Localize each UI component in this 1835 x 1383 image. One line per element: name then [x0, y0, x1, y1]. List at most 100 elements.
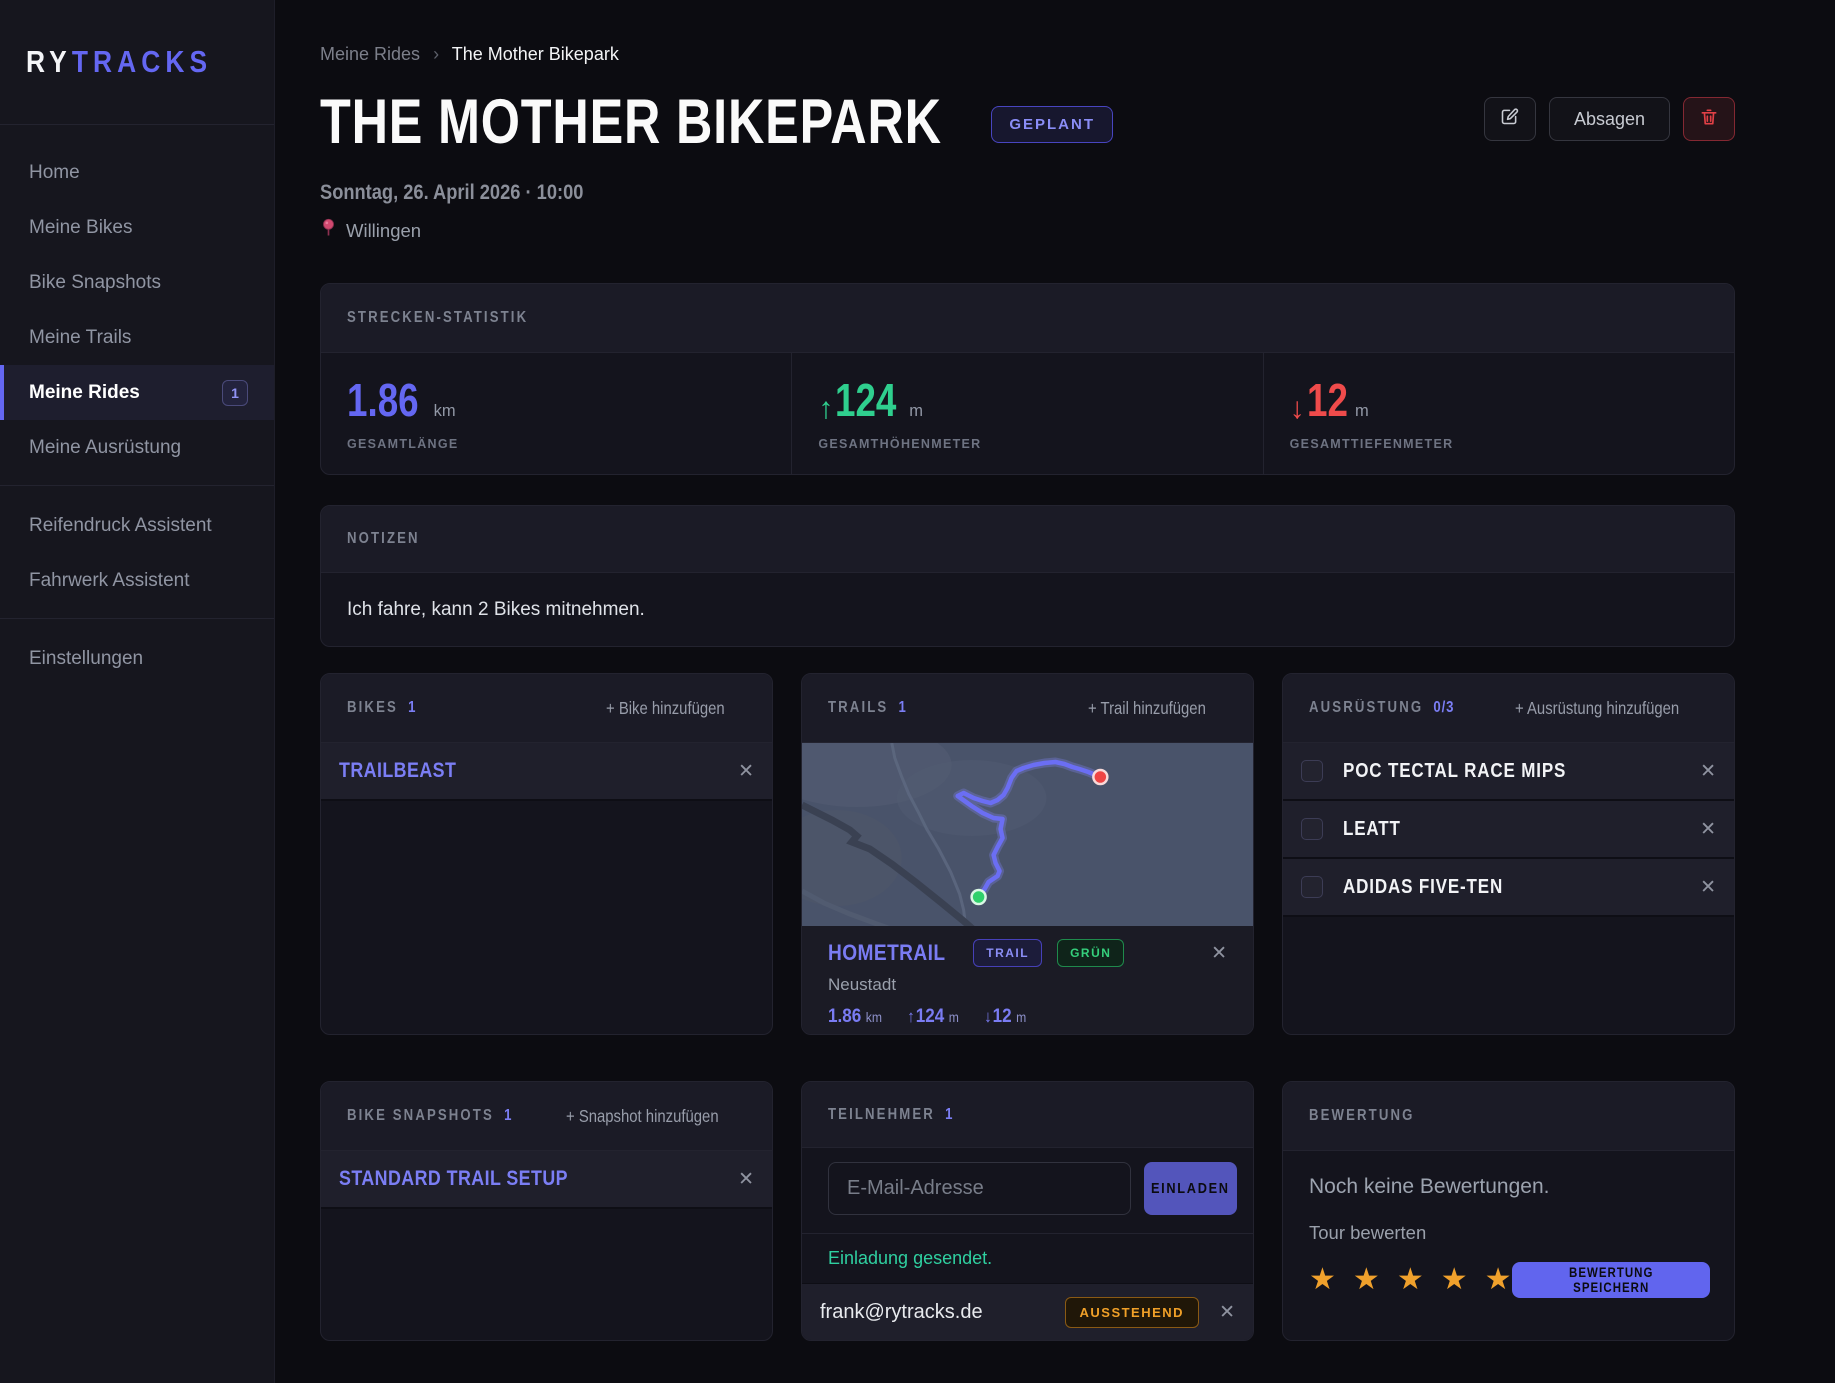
equipment-checkbox[interactable] — [1301, 876, 1323, 898]
edit-button[interactable] — [1483, 97, 1536, 141]
sidebar: RYTRACKS Home Meine Bikes Bike Snapshots… — [0, 0, 275, 1383]
bike-name: TRAILBEAST — [339, 759, 457, 782]
remove-bike-icon[interactable]: ✕ — [738, 760, 754, 782]
sidebar-item-meine-trails[interactable]: Meine Trails — [29, 326, 132, 348]
stats-title: STRECKEN-STATISTIK — [347, 309, 529, 326]
trail-difficulty-badge: GRÜN — [1057, 939, 1125, 967]
add-snapshot-button[interactable]: + Snapshot hinzufügen — [566, 1105, 720, 1126]
logo-prefix: RY — [26, 44, 72, 79]
star-icon[interactable]: ★ — [1309, 1263, 1336, 1296]
email-input[interactable] — [828, 1162, 1131, 1216]
equipment-card: AUSRÜSTUNG 0/3 + Ausrüstung hinzufügen P… — [1282, 673, 1735, 1035]
arrow-up-icon: ↑ — [818, 392, 834, 425]
app-logo[interactable]: RYTRACKS — [0, 0, 274, 125]
edit-icon — [1499, 106, 1520, 132]
notes-title: NOTIZEN — [347, 530, 420, 547]
trails-count: 1 — [898, 699, 907, 716]
invite-status-message: Einladung gesendet. — [802, 1233, 1253, 1283]
breadcrumb-current: The Mother Bikepark — [451, 44, 619, 64]
bikes-count: 1 — [408, 699, 417, 716]
add-equipment-button[interactable]: + Ausrüstung hinzufügen — [1514, 697, 1680, 718]
remove-trail-icon[interactable]: ✕ — [1211, 942, 1227, 964]
trail-stats: 1.86 km ↑ 124 m ↓ 12 m — [828, 1006, 1027, 1027]
sidebar-item-home[interactable]: Home — [29, 161, 80, 183]
trail-name[interactable]: HOMETRAIL — [828, 940, 946, 965]
ride-location: Willingen — [320, 218, 1735, 243]
equipment-row: ADIDAS FIVE-TEN ✕ — [1283, 859, 1734, 917]
participants-title: TEILNEHMER — [828, 1105, 935, 1123]
sidebar-item-reifendruck-assistent[interactable]: Reifendruck Assistent — [29, 514, 212, 536]
sidebar-item-meine-rides[interactable]: Meine Rides 1 — [0, 365, 274, 420]
participant-email: frank@rytracks.de — [820, 1300, 983, 1323]
remove-equipment-icon[interactable]: ✕ — [1700, 818, 1716, 840]
save-rating-button[interactable]: BEWERTUNG SPEICHERN — [1511, 1262, 1710, 1298]
arrow-down-icon: ↓ — [984, 1007, 992, 1026]
bikes-card: BIKES 1 + Bike hinzufügen TRAILBEAST ✕ — [320, 673, 773, 1035]
add-trail-button[interactable]: + Trail hinzufügen — [1088, 697, 1207, 718]
rating-prompt: Tour bewerten — [1309, 1222, 1427, 1243]
delete-button[interactable] — [1683, 97, 1735, 141]
trail-location: Neustadt — [828, 975, 897, 994]
route-end-marker — [1092, 768, 1109, 786]
star-icon[interactable]: ★ — [1484, 1263, 1512, 1296]
main-content: Meine Rides › The Mother Bikepark THE MO… — [275, 0, 1835, 1383]
logo-suffix: TRACKS — [71, 44, 213, 79]
trash-icon — [1699, 107, 1719, 132]
snapshot-name: STANDARD TRAIL SETUP — [339, 1167, 568, 1190]
star-icon[interactable]: ★ — [1440, 1263, 1468, 1296]
arrow-down-icon: ↓ — [1289, 392, 1305, 425]
remove-equipment-icon[interactable]: ✕ — [1700, 760, 1716, 782]
snapshots-card: BIKE SNAPSHOTS 1 + Snapshot hinzufügen S… — [320, 1081, 773, 1341]
stats-card: STRECKEN-STATISTIK 1.86 km GESAMTLÄNGE ↑… — [320, 283, 1735, 475]
sidebar-item-meine-bikes[interactable]: Meine Bikes — [29, 216, 133, 238]
trail-map[interactable] — [802, 723, 1253, 938]
page-header: THE MOTHER BIKEPARK GEPLANT Absagen — [320, 91, 1735, 154]
star-rating: ★ ★ ★ ★ ★ — [1309, 1265, 1512, 1295]
equipment-name: POC TECTAL RACE MIPS — [1343, 759, 1567, 782]
sidebar-divider — [0, 618, 274, 619]
star-icon[interactable]: ★ — [1396, 1263, 1424, 1296]
trails-title: TRAILS — [828, 699, 889, 716]
trail-type-badge: TRAIL — [973, 939, 1043, 967]
remove-participant-icon[interactable]: ✕ — [1219, 1301, 1235, 1324]
trail-info: HOMETRAIL TRAIL GRÜN ✕ Neustadt 1.86 km ↑… — [802, 926, 1253, 1034]
notes-text: Ich fahre, kann 2 Bikes mitnehmen. — [347, 598, 645, 620]
sidebar-nav-tools: Reifendruck Assistent Fahrwerk Assistent — [0, 486, 274, 608]
cancel-ride-button[interactable]: Absagen — [1548, 97, 1670, 141]
header-actions: Absagen — [1483, 97, 1735, 141]
sidebar-nav-footer: Einstellungen — [0, 619, 274, 686]
breadcrumb-parent[interactable]: Meine Rides — [320, 44, 421, 64]
notes-card-header: NOTIZEN — [321, 506, 1734, 573]
stats-card-header: STRECKEN-STATISTIK — [321, 284, 1734, 353]
remove-snapshot-icon[interactable]: ✕ — [738, 1168, 754, 1190]
participants-card: TEILNEHMER 1 EINLADEN Einladung gesendet… — [801, 1081, 1254, 1341]
sidebar-item-einstellungen[interactable]: Einstellungen — [29, 647, 144, 669]
sidebar-item-fahrwerk-assistent[interactable]: Fahrwerk Assistent — [29, 569, 190, 591]
snapshots-title: BIKE SNAPSHOTS — [347, 1107, 494, 1124]
notes-card: NOTIZEN Ich fahre, kann 2 Bikes mitnehme… — [320, 505, 1735, 647]
sidebar-item-bike-snapshots[interactable]: Bike Snapshots — [29, 271, 162, 293]
cards-row-2: BIKE SNAPSHOTS 1 + Snapshot hinzufügen S… — [320, 1081, 1735, 1341]
equipment-checkbox[interactable] — [1301, 760, 1323, 782]
equipment-checkbox[interactable] — [1301, 818, 1323, 840]
page-title: THE MOTHER BIKEPARK — [320, 87, 942, 157]
sidebar-item-meine-ausruestung[interactable]: Meine Ausrüstung — [29, 436, 182, 458]
sidebar-nav-main: Home Meine Bikes Bike Snapshots Meine Tr… — [0, 125, 274, 475]
rating-empty-message: Noch keine Bewertungen. — [1309, 1175, 1550, 1198]
cards-row-1: BIKES 1 + Bike hinzufügen TRAILBEAST ✕ T… — [320, 673, 1735, 1035]
star-icon[interactable]: ★ — [1352, 1263, 1380, 1296]
remove-equipment-icon[interactable]: ✕ — [1700, 876, 1716, 898]
participant-status-badge: AUSSTEHEND — [1064, 1296, 1200, 1328]
arrow-up-icon: ↑ — [907, 1007, 915, 1026]
equipment-row: LEATT ✕ — [1283, 801, 1734, 859]
equipment-name: ADIDAS FIVE-TEN — [1343, 875, 1504, 898]
map-pin-icon — [320, 218, 337, 243]
route-start-marker — [970, 888, 987, 906]
stat-total-ascent: ↑ 124 m GESAMTHÖHENMETER — [791, 353, 1262, 474]
add-bike-button[interactable]: + Bike hinzufügen — [606, 697, 726, 718]
bikes-title: BIKES — [347, 699, 398, 716]
invite-button[interactable]: EINLADEN — [1144, 1162, 1237, 1216]
equipment-name: LEATT — [1343, 817, 1401, 840]
stat-total-descent: ↓ 12 m GESAMTTIEFENMETER — [1262, 353, 1734, 474]
